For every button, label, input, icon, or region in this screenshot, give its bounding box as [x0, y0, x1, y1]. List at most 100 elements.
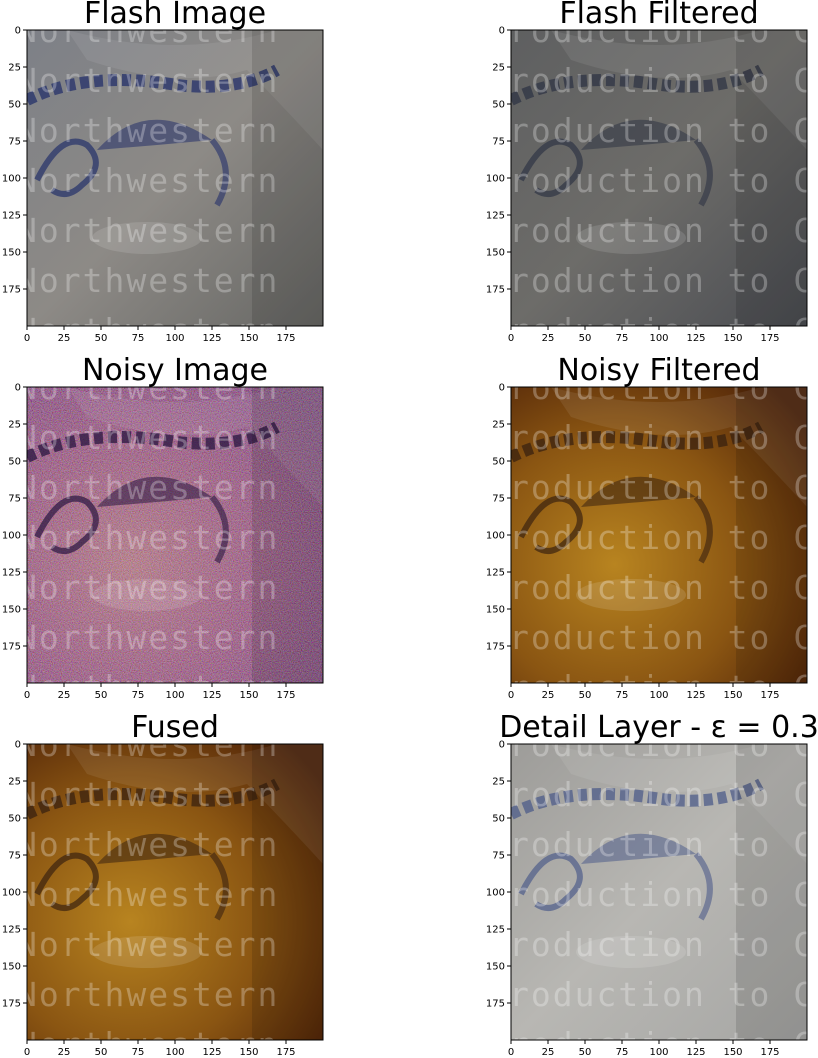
watermark-text: roduction to C [509, 61, 815, 100]
x-tick-label: 125 [686, 690, 705, 701]
y-tick-label: 125 [2, 925, 21, 936]
x-tick-label: 0 [508, 1047, 514, 1058]
watermark-text: Northwestern [17, 975, 279, 1014]
panel-image: roduction to C roduction to C roduction to… [509, 368, 815, 707]
watermark-text: Northwestern [17, 725, 279, 764]
panel-title: Flash Image [84, 0, 266, 31]
y-tick-label: 175 [2, 642, 21, 653]
y-tick-label: 50 [8, 814, 21, 825]
watermark-text: roduction to C [509, 725, 815, 764]
y-tick-label: 150 [2, 248, 21, 259]
x-axis: 0 25 50 75 100 125 150 175 [24, 326, 296, 344]
x-tick-label: 50 [95, 333, 108, 344]
panel-title: Noisy Filtered [557, 353, 760, 388]
x-tick-label: 50 [579, 333, 592, 344]
y-tick-label: 75 [8, 137, 21, 148]
x-tick-label: 25 [542, 333, 555, 344]
watermark-text: roduction to C [509, 925, 815, 964]
y-tick-label: 75 [492, 851, 505, 862]
y-tick-label: 100 [2, 888, 21, 899]
panel-image: roduction to C roduction to C roduction to… [509, 30, 815, 326]
x-tick-label: 75 [616, 690, 629, 701]
x-tick-label: 25 [542, 1047, 555, 1058]
x-tick-label: 100 [649, 1047, 668, 1058]
x-tick-label: 125 [686, 333, 705, 344]
panel-title: Noisy Image [82, 353, 268, 388]
y-tick-label: 100 [2, 531, 21, 542]
x-tick-label: 125 [202, 1047, 221, 1058]
x-tick-label: 50 [95, 1047, 108, 1058]
y-tick-label: 75 [492, 137, 505, 148]
watermark-text: roduction to C [509, 261, 815, 300]
y-tick-label: 125 [2, 211, 21, 222]
watermark-text: roduction to C [509, 668, 815, 707]
watermark-text: Northwestern [17, 311, 279, 350]
y-tick-label: 25 [492, 420, 505, 431]
y-tick-label: 50 [8, 457, 21, 468]
y-tick-label: 150 [486, 962, 505, 973]
y-axis: 0 25 50 75 100 125 150 175 [2, 383, 27, 653]
x-tick-label: 75 [616, 1047, 629, 1058]
y-tick-label: 50 [492, 457, 505, 468]
watermark-text: roduction to C [509, 418, 815, 457]
x-tick-label: 125 [202, 333, 221, 344]
x-tick-label: 150 [239, 1047, 258, 1058]
y-tick-label: 75 [492, 494, 505, 505]
watermark-text: roduction to C [509, 618, 815, 657]
y-axis: 0 25 50 75 100 125 150 175 [2, 740, 27, 1010]
x-axis: 0 25 50 75 100 125 150 175 [508, 683, 780, 701]
y-tick-label: 175 [486, 999, 505, 1010]
x-tick-label: 150 [239, 333, 258, 344]
watermark-text: roduction to C [509, 825, 815, 864]
y-tick-label: 0 [15, 740, 21, 751]
watermark-text: Northwestern [17, 61, 279, 100]
x-tick-label: 175 [760, 333, 779, 344]
y-axis: 0 25 50 75 100 125 150 175 [486, 740, 511, 1010]
y-tick-label: 25 [8, 777, 21, 788]
x-tick-label: 50 [579, 1047, 592, 1058]
y-tick-label: 50 [492, 814, 505, 825]
watermark-text: roduction to C [509, 368, 815, 407]
x-tick-label: 100 [649, 333, 668, 344]
y-tick-label: 150 [486, 605, 505, 616]
y-tick-label: 50 [8, 100, 21, 111]
y-tick-label: 75 [8, 494, 21, 505]
y-tick-label: 175 [2, 285, 21, 296]
watermark-text: roduction to C [509, 111, 815, 150]
y-tick-label: 0 [15, 383, 21, 394]
x-tick-label: 25 [542, 690, 555, 701]
x-axis: 0 25 50 75 100 125 150 175 [24, 1040, 296, 1058]
x-tick-label: 125 [686, 1047, 705, 1058]
x-axis: 0 25 50 75 100 125 150 175 [508, 1040, 780, 1058]
x-tick-label: 175 [760, 1047, 779, 1058]
y-tick-label: 100 [2, 174, 21, 185]
x-tick-label: 25 [58, 690, 71, 701]
watermark-text: Northwestern [17, 568, 279, 607]
watermark-text: Northwestern [17, 775, 279, 814]
watermark-text: Northwestern [17, 668, 279, 707]
panel-title: Detail Layer - ε = 0.3 [499, 710, 818, 745]
x-tick-label: 0 [508, 333, 514, 344]
y-tick-label: 150 [2, 962, 21, 973]
y-axis: 0 25 50 75 100 125 150 175 [2, 26, 27, 296]
x-tick-label: 0 [24, 690, 30, 701]
watermark-text: roduction to C [509, 211, 815, 250]
y-tick-label: 0 [499, 383, 505, 394]
watermark-text: Northwestern [17, 825, 279, 864]
x-tick-label: 75 [616, 333, 629, 344]
x-tick-label: 100 [165, 1047, 184, 1058]
x-axis: 0 25 50 75 100 125 150 175 [508, 326, 780, 344]
watermark-text: Northwestern [17, 518, 279, 557]
y-tick-label: 25 [492, 777, 505, 788]
watermark-text: Northwestern [17, 875, 279, 914]
watermark-text: Northwestern [17, 161, 279, 200]
panel: FusedNorthwesternNorthwesternNorthwester… [2, 710, 324, 1058]
watermark-text: Northwestern [17, 11, 279, 50]
y-tick-label: 150 [2, 605, 21, 616]
watermark-text: Northwestern [17, 211, 279, 250]
x-tick-label: 0 [24, 1047, 30, 1058]
